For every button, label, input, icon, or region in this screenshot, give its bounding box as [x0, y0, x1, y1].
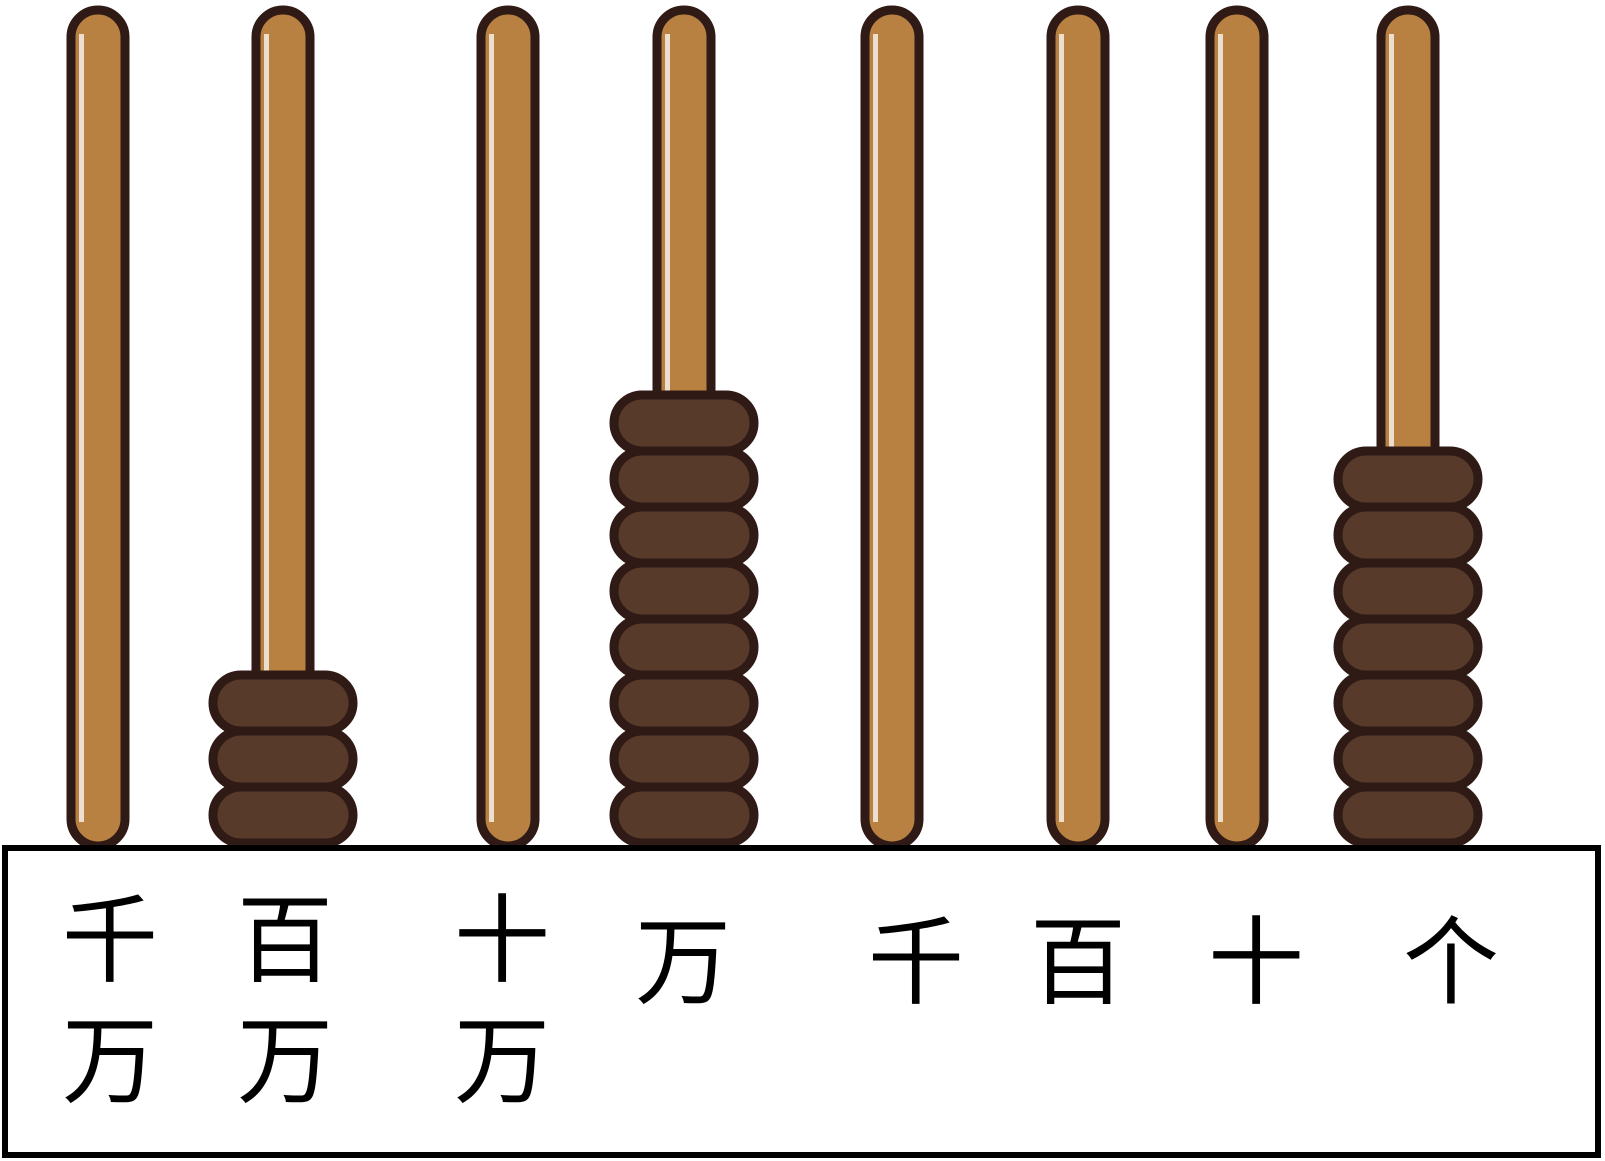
- abacus-bead: [609, 614, 759, 680]
- rod-highlight: [1389, 34, 1394, 822]
- abacus-bead: [1333, 558, 1483, 624]
- abacus-bead: [609, 390, 759, 456]
- rod-highlight: [1218, 34, 1223, 822]
- place-value-label-line1: 千: [62, 885, 158, 997]
- beads-layer: [208, 390, 1483, 848]
- abacus-bead: [1333, 502, 1483, 568]
- place-value-label-line2: 万: [237, 1006, 333, 1118]
- rod-highlight: [1059, 34, 1064, 822]
- rod-highlight: [489, 34, 494, 822]
- abacus-bead: [208, 726, 358, 792]
- place-value-label: 百: [1030, 907, 1126, 1019]
- place-value-label-line2: 万: [454, 1006, 550, 1118]
- abacus-bead: [609, 446, 759, 512]
- place-value-label-box: [2, 845, 1601, 1158]
- abacus-bead: [609, 726, 759, 792]
- abacus-bead: [609, 558, 759, 624]
- place-value-label-line1: 十: [454, 885, 550, 997]
- rod-highlight: [873, 34, 878, 822]
- place-value-label: 万: [635, 907, 731, 1019]
- abacus-bead: [609, 782, 759, 848]
- abacus-bead: [208, 670, 358, 736]
- abacus-bead: [1333, 614, 1483, 680]
- place-value-label: 千: [868, 907, 964, 1019]
- abacus-bead: [1333, 782, 1483, 848]
- place-value-label: 十: [1208, 907, 1304, 1019]
- abacus-bead: [208, 782, 358, 848]
- abacus-bead: [609, 502, 759, 568]
- abacus-bead: [1333, 726, 1483, 792]
- place-value-label-line1: 百: [237, 885, 333, 997]
- rod-highlight: [79, 34, 84, 822]
- abacus-bead: [1333, 446, 1483, 512]
- abacus-bead: [1333, 670, 1483, 736]
- place-value-label: 个: [1403, 907, 1499, 1019]
- rod-highlight: [264, 34, 269, 822]
- place-value-labels: 千万百万十万万千百十个: [62, 885, 1499, 1118]
- place-value-label-line2: 万: [62, 1006, 158, 1118]
- abacus-bead: [609, 670, 759, 736]
